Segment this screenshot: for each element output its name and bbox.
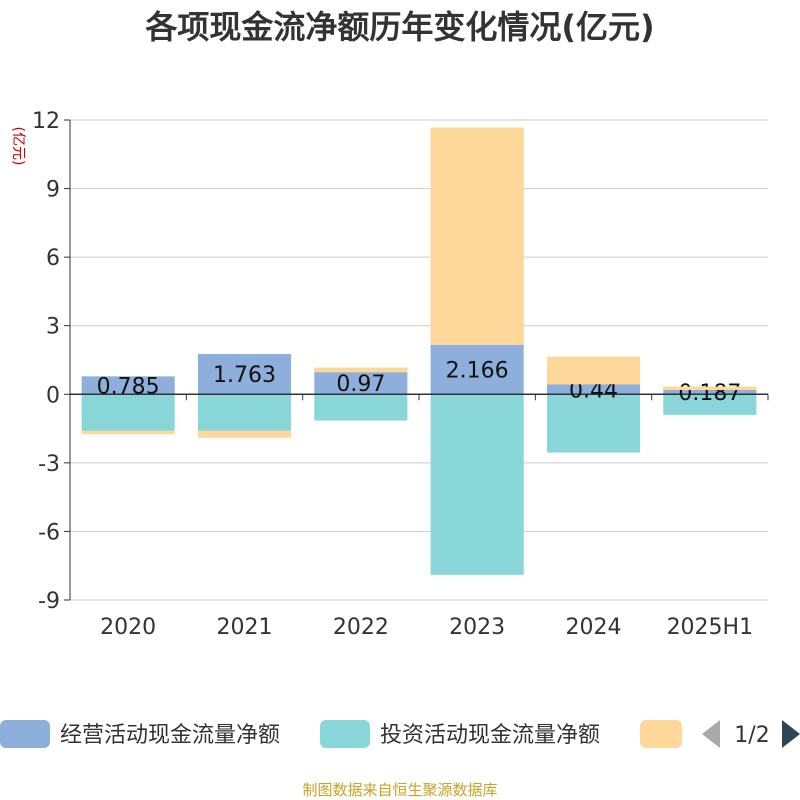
legend: 经营活动现金流量净额 投资活动现金流量净额 1/2 — [0, 720, 800, 748]
bar-financing-overlay-2024 — [546, 356, 641, 385]
bar-financing-overlay-2022 — [314, 367, 408, 373]
legend-swatch-financing[interactable] — [640, 720, 682, 748]
legend-swatch-operating[interactable] — [0, 720, 50, 748]
bar-operating-2022[interactable] — [314, 372, 408, 395]
y-tick-label: -3 — [38, 452, 60, 477]
bar-investing-2024[interactable] — [546, 394, 641, 453]
bar-financing-2021[interactable] — [197, 430, 292, 438]
axes: 12 9 6 3 0 -3 -6 -9 2020 2021 2022 2023 2024 2025H1 — [32, 109, 769, 640]
legend-swatch-investing[interactable] — [320, 720, 370, 748]
bars — [81, 127, 757, 575]
legend-prev-page-icon[interactable] — [702, 720, 720, 748]
bar-investing-2025H1[interactable] — [663, 394, 757, 415]
data-label-operating-2023: 2.166 — [446, 359, 509, 384]
y-tick-label: 12 — [32, 109, 60, 134]
bar-financing-overlay-2025H1 — [663, 386, 757, 391]
bar-investing-2021[interactable] — [197, 394, 292, 431]
y-tick-label: -6 — [38, 520, 60, 545]
bar-operating-2023[interactable] — [430, 344, 524, 395]
data-label-operating-2025H1: 0.187 — [678, 381, 741, 406]
x-tick-label: 2022 — [333, 615, 389, 640]
bar-investing-2023[interactable] — [430, 394, 524, 575]
legend-next-page-icon[interactable] — [782, 720, 800, 748]
legend-label-operating[interactable]: 经营活动现金流量净额 — [60, 723, 280, 748]
source-note: 制图数据来自恒生聚源数据库 — [302, 781, 497, 799]
bar-investing-2022[interactable] — [314, 394, 408, 421]
bar-operating-2025H1[interactable] — [663, 390, 757, 395]
data-label-operating-2021: 1.763 — [213, 363, 276, 388]
bar-operating-2020[interactable] — [81, 376, 175, 395]
legend-label-investing[interactable]: 投资活动现金流量净额 — [380, 723, 600, 748]
bar-investing-2020[interactable] — [81, 394, 175, 431]
grid-lines — [70, 119, 768, 601]
chart-title: 各项现金流净额历年变化情况(亿元) — [145, 8, 654, 46]
bar-operating-2024[interactable] — [546, 384, 641, 395]
x-tick-label: 2023 — [449, 615, 505, 640]
y-axis-label: (亿元) — [10, 127, 26, 166]
y-tick-label: 0 — [46, 383, 60, 408]
bar-operating-2021[interactable] — [197, 353, 292, 395]
x-tick-label: 2020 — [100, 615, 156, 640]
x-tick-label: 2021 — [217, 615, 273, 640]
data-label-operating-2020: 0.785 — [97, 374, 160, 399]
data-label-operating-2022: 0.97 — [336, 372, 385, 397]
y-tick-label: -9 — [38, 589, 60, 614]
y-tick-label: 3 — [46, 315, 60, 340]
x-tick-label: 2025H1 — [667, 615, 754, 640]
legend-page-indicator: 1/2 — [734, 723, 769, 748]
y-tick-label: 9 — [46, 178, 60, 203]
bar-financing-overlay-2023 — [430, 127, 524, 345]
x-tick-label: 2024 — [566, 615, 622, 640]
bar-financing-2020[interactable] — [81, 430, 175, 435]
y-tick-label: 6 — [46, 246, 60, 271]
